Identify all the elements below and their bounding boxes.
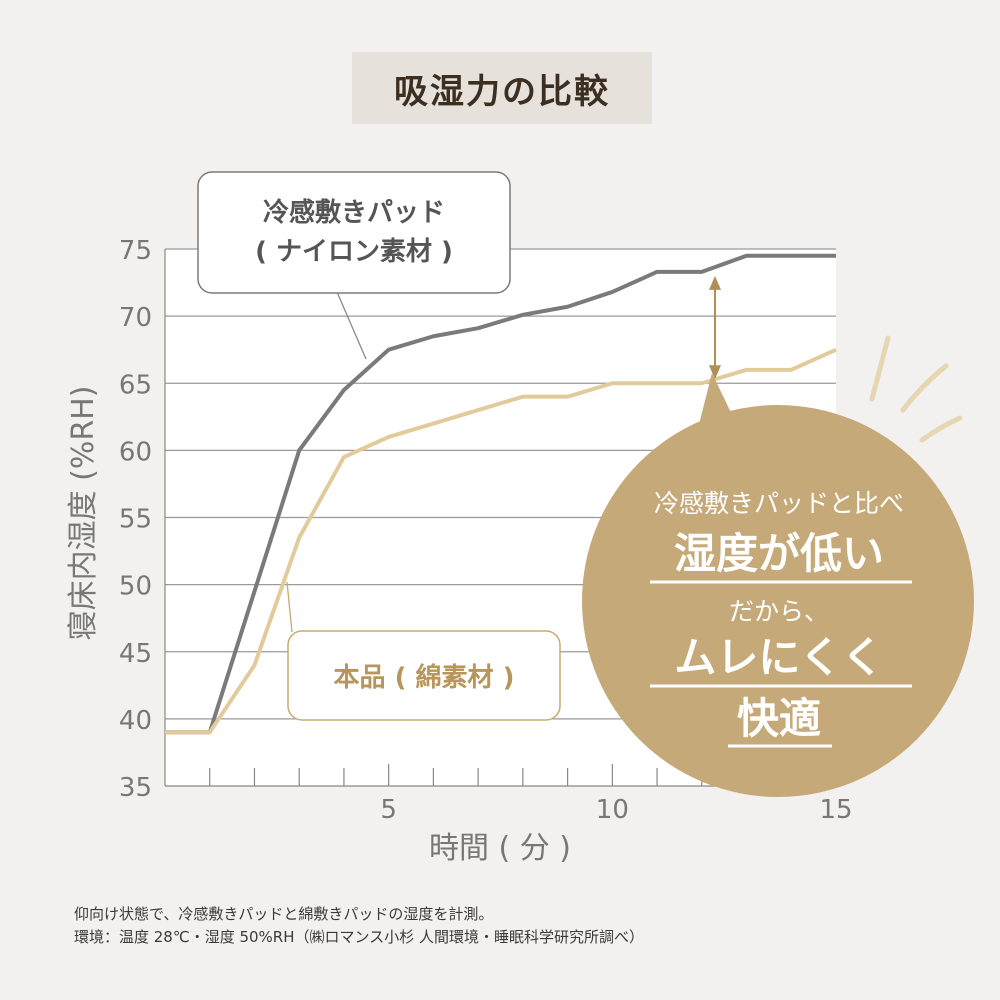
callout-line-3: だから、: [729, 597, 829, 626]
difference-arrow-head-down: [709, 365, 721, 380]
chart-title-box: 吸湿力の比較: [352, 52, 652, 124]
accent-stroke-1: [869, 335, 891, 402]
accent-stroke-2: [900, 363, 949, 413]
callout-line-4: ムレにくく: [674, 633, 883, 682]
nylon-label-line-2: ( ナイロン素材 ): [255, 237, 453, 267]
y-tick-label-50: 50: [119, 572, 152, 602]
series-line-nylon-pad: [165, 253, 836, 735]
callout-line-5: 快適: [737, 694, 821, 743]
y-tick-label-65: 65: [119, 370, 152, 400]
cotton-label-box: [287, 630, 561, 721]
y-tick-label-35: 35: [119, 773, 152, 803]
footnote-line-2: 環境：温度 28℃・湿度 50%RH（㈱ロマンス小杉 人間環境・睡眠科学研究所調…: [74, 928, 644, 946]
x-axis-label: 時間 ( 分 ): [429, 831, 571, 866]
callout-line-1: 冷感敷きパッドと比べ: [654, 489, 904, 518]
cotton-label-leader: [286, 581, 293, 633]
x-tick-label-5: 5: [380, 795, 397, 825]
footnote-line-1: 仰向け状態で、冷感敷きパッドと綿敷きパッドの湿度を計測。: [74, 905, 494, 923]
y-tick-label-75: 75: [119, 236, 152, 266]
footnote: 仰向け状態で、冷感敷きパッドと綿敷きパッドの湿度を計測。 環境：温度 28℃・湿…: [74, 903, 644, 949]
accent-stroke-3: [919, 415, 963, 443]
y-tick-label-45: 45: [119, 639, 152, 669]
x-tick-label-10: 10: [596, 795, 629, 825]
callout-line-2: 湿度が低い: [674, 529, 884, 578]
nylon-label-box: [197, 171, 511, 294]
y-tick-label-55: 55: [119, 505, 152, 535]
difference-arrow-head-up: [709, 275, 721, 290]
x-tick-label-15: 15: [819, 795, 852, 825]
nylon-label-leader: [336, 291, 367, 360]
y-tick-label-70: 70: [119, 303, 152, 333]
series-line-cotton-product: [165, 347, 837, 735]
y-tick-label-60: 60: [119, 437, 152, 467]
y-axis-label: 寝床内湿度 (%RH): [66, 386, 101, 641]
chart-title: 吸湿力の比較: [394, 71, 610, 112]
nylon-label-line-1: 冷感敷きパッド: [263, 197, 445, 228]
cotton-label-line-1: 本品 ( 綿素材 ): [334, 662, 515, 693]
y-tick-label-40: 40: [119, 706, 152, 736]
callout-circle: [582, 405, 974, 797]
